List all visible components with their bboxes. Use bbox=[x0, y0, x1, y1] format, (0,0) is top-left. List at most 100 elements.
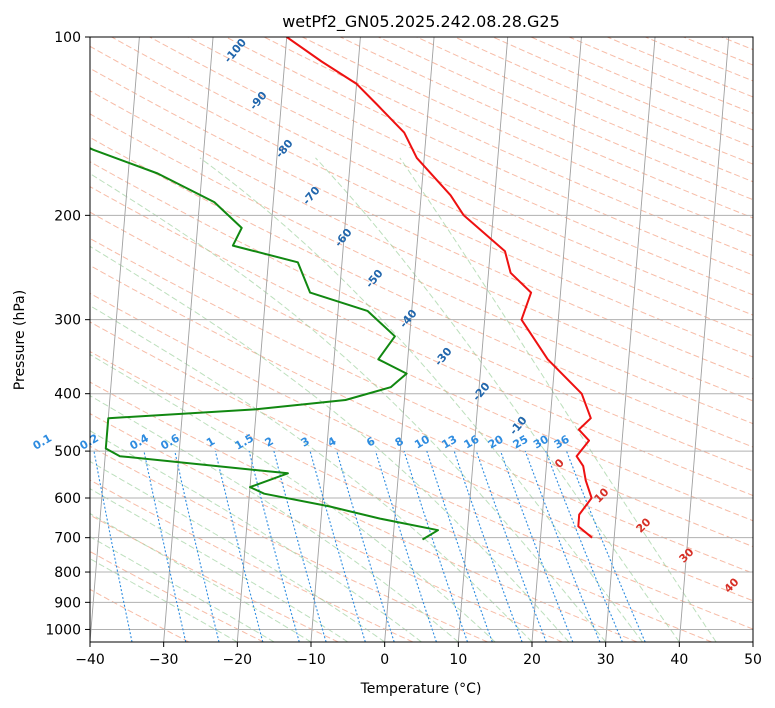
dry-adiabat-line bbox=[530, 37, 753, 131]
mixing-ratio-label: 2 bbox=[263, 435, 276, 450]
dry-adiabat-label: -30 bbox=[432, 345, 455, 369]
mixing-ratio-line bbox=[499, 450, 574, 642]
moist-adiabat-line bbox=[90, 173, 607, 642]
moist-adiabat-line bbox=[90, 558, 238, 642]
dry-adiabat-line bbox=[90, 211, 753, 522]
dry-adiabat-line bbox=[90, 292, 753, 602]
chart-title: wetPf2_GN05.2025.242.08.28.G25 bbox=[282, 12, 560, 32]
isotherm-line bbox=[384, 37, 435, 642]
dry-adiabat-label: -80 bbox=[273, 137, 296, 161]
dry-adiabat-line bbox=[90, 381, 638, 642]
dry-adiabat-label: -40 bbox=[397, 307, 420, 331]
moist-adiabat-line bbox=[199, 157, 643, 642]
x-tick-label: 10 bbox=[449, 652, 467, 668]
x-tick-label: 50 bbox=[744, 652, 762, 668]
dry-adiabat-label: -60 bbox=[332, 226, 355, 250]
mixing-ratio-line bbox=[143, 450, 187, 642]
x-tick-label: 40 bbox=[670, 652, 688, 668]
mixing-ratio-line bbox=[426, 450, 493, 642]
isotherm-line bbox=[90, 37, 140, 642]
mixing-ratio-label: 4 bbox=[325, 434, 338, 449]
dry-adiabat-line bbox=[90, 413, 563, 642]
dry-adiabat-line bbox=[90, 237, 753, 548]
mixing-ratio-label: 8 bbox=[393, 435, 406, 450]
dry-adiabat-line bbox=[90, 90, 753, 402]
moist-adiabat-line bbox=[315, 157, 680, 642]
mixing-ratio-line bbox=[248, 450, 300, 642]
isotherm-line bbox=[457, 37, 509, 642]
moist-adiabat-line bbox=[90, 488, 349, 642]
dry-adiabat-line bbox=[90, 479, 414, 642]
isotherm-line bbox=[605, 37, 656, 642]
moist-adiabat-label: 30 bbox=[677, 545, 697, 565]
dry-adiabat-label: -90 bbox=[247, 89, 270, 113]
y-tick-label: 100 bbox=[54, 30, 81, 46]
dry-adiabat-line bbox=[90, 550, 264, 642]
dry-adiabat-line bbox=[90, 161, 753, 472]
mixing-ratio-line bbox=[453, 450, 523, 642]
plot-frame bbox=[89, 36, 754, 643]
dry-adiabat-line bbox=[149, 37, 753, 316]
dry-adiabat-line bbox=[90, 186, 753, 497]
dry-adiabat-line bbox=[90, 514, 339, 642]
mixing-ratio-label: 36 bbox=[552, 432, 572, 451]
dry-adiabat-line bbox=[90, 136, 753, 448]
mixing-ratio-line bbox=[403, 450, 469, 642]
dry-adiabat-line bbox=[90, 45, 753, 358]
dry-adiabat-line bbox=[645, 37, 753, 82]
y-tick-label: 1000 bbox=[45, 622, 81, 638]
isotherm-line bbox=[236, 37, 288, 642]
isotherm-line bbox=[752, 636, 753, 642]
y-tick-label: 300 bbox=[54, 313, 81, 329]
mixing-ratio-label: 0.4 bbox=[128, 431, 152, 452]
dry-adiabat-label: -70 bbox=[300, 184, 323, 208]
moist-adiabat-label: 40 bbox=[722, 575, 742, 595]
y-tick-label: 800 bbox=[54, 565, 81, 581]
moist-adiabat-label: 20 bbox=[634, 515, 654, 535]
y-tick-label: 200 bbox=[54, 208, 81, 224]
dry-adiabat-line bbox=[760, 37, 775, 642]
isotherm-line bbox=[163, 37, 214, 642]
mixing-ratio-line bbox=[309, 450, 366, 642]
y-tick-label: 600 bbox=[54, 491, 81, 507]
mixing-ratio-line bbox=[565, 450, 646, 642]
mixing-ratio-label: 6 bbox=[364, 434, 377, 449]
dry-adiabat-label: -50 bbox=[363, 267, 386, 291]
x-tick-label: −40 bbox=[75, 652, 105, 668]
y-axis-title: Pressure (hPa) bbox=[12, 290, 28, 390]
mixing-ratio-line bbox=[174, 450, 220, 642]
mixing-ratio-label: 0.2 bbox=[78, 432, 101, 453]
mixing-ratio-line bbox=[336, 450, 395, 642]
dry-adiabat-line bbox=[569, 37, 753, 114]
x-tick-label: 20 bbox=[523, 652, 541, 668]
mixing-ratio-line bbox=[545, 450, 623, 642]
moist-adiabat-line bbox=[399, 157, 717, 642]
y-tick-label: 900 bbox=[54, 595, 81, 611]
mixing-ratio-line bbox=[214, 450, 264, 642]
x-axis-title: Temperature (°C) bbox=[360, 681, 482, 697]
moist-adiabat-line bbox=[90, 536, 275, 642]
mixing-ratio-label: 0.1 bbox=[31, 432, 54, 453]
dry-adiabat-line bbox=[90, 445, 488, 642]
mixing-ratio-line bbox=[524, 450, 601, 642]
moist-adiabat-label: 0 bbox=[552, 456, 567, 471]
dry-adiabat-line bbox=[90, 588, 190, 642]
dry-adiabat-line bbox=[90, 321, 753, 630]
mixing-ratio-label: 1.5 bbox=[233, 432, 256, 453]
temperature-profile-line bbox=[286, 37, 593, 539]
moist-adiabat-line bbox=[90, 245, 570, 642]
x-tick-label: 0 bbox=[380, 652, 389, 668]
mixing-ratio-label: 3 bbox=[299, 435, 312, 450]
mixing-ratio-line bbox=[375, 450, 437, 642]
dry-adiabat-label: -10 bbox=[507, 414, 530, 438]
dry-adiabat-label: -100 bbox=[221, 36, 249, 66]
y-tick-label: 400 bbox=[54, 387, 81, 403]
dry-adiabat-line bbox=[90, 350, 712, 642]
x-tick-label: −10 bbox=[296, 652, 326, 668]
mixing-ratio-label: 16 bbox=[462, 432, 482, 451]
dewpoint-profile-line bbox=[90, 147, 439, 541]
dry-adiabat-label: -20 bbox=[470, 380, 493, 404]
y-tick-label: 700 bbox=[54, 531, 81, 547]
isotherm-line bbox=[678, 37, 730, 642]
